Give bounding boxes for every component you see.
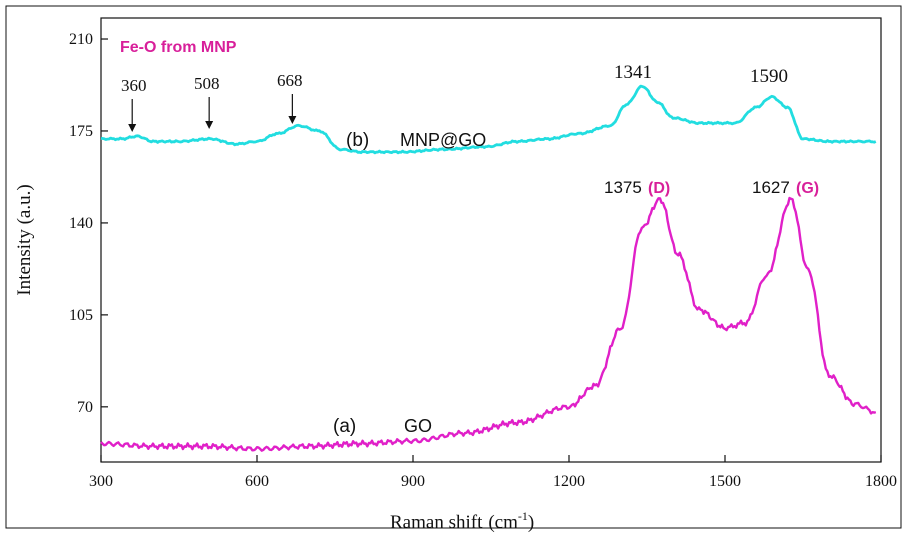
x-axis-title-unit: (cm (488, 512, 518, 533)
y-tick-label: 210 (69, 31, 93, 48)
y-axis: 70 105 140 175 210 (69, 31, 108, 416)
x-tick-label: 600 (245, 473, 269, 490)
y-tick-label: 105 (69, 307, 93, 324)
peak-label-1590: 1590 (750, 66, 788, 87)
x-tick-label: 1200 (553, 473, 585, 490)
outer-frame (5, 5, 902, 529)
x-axis-title-unit-close: ) (528, 512, 534, 533)
peak-tag-g: (G) (796, 180, 819, 197)
peak-label-1341: 1341 (614, 62, 652, 83)
x-axis: 300 600 900 1200 1500 1800 (89, 455, 897, 490)
x-tick-label: 1800 (865, 473, 897, 490)
peak-arrow-head (128, 124, 137, 132)
fe-o-annotation: Fe-O from MNP (120, 39, 237, 56)
y-tick-label: 175 (69, 123, 93, 140)
series-b-label: (b) (346, 130, 369, 151)
y-axis-title: Intensity (a.u.) (14, 184, 35, 295)
y-tick-label: 140 (69, 215, 93, 232)
series-a-line (100, 196, 877, 452)
peak-label-1375: 1375 (604, 178, 642, 197)
peak-tag-d: (D) (648, 180, 670, 197)
y-tick-label: 70 (77, 399, 93, 416)
x-axis-title-main: Raman shift (390, 512, 483, 533)
peak-arrow-head (205, 121, 214, 129)
series-a-name: GO (404, 416, 432, 436)
series-b-line (100, 84, 877, 155)
peak-arrow-head (288, 116, 297, 124)
peak-label-1627: 1627 (752, 178, 790, 197)
series-b-name: MNP@GO (400, 130, 486, 150)
x-axis-title-unit-sup: -1 (518, 509, 528, 523)
plot-area-frame (100, 17, 882, 463)
x-axis-title: Raman shift (cm-1) (390, 509, 534, 533)
annotations (128, 94, 297, 132)
x-tick-label: 900 (401, 473, 425, 490)
peak-label-360: 360 (121, 76, 147, 95)
x-tick-label: 1500 (709, 473, 741, 490)
series-a-label: (a) (333, 416, 356, 437)
series-lines (100, 84, 877, 452)
peak-label-668: 668 (277, 71, 303, 90)
x-tick-label: 300 (89, 473, 113, 490)
peak-label-508: 508 (194, 74, 220, 93)
